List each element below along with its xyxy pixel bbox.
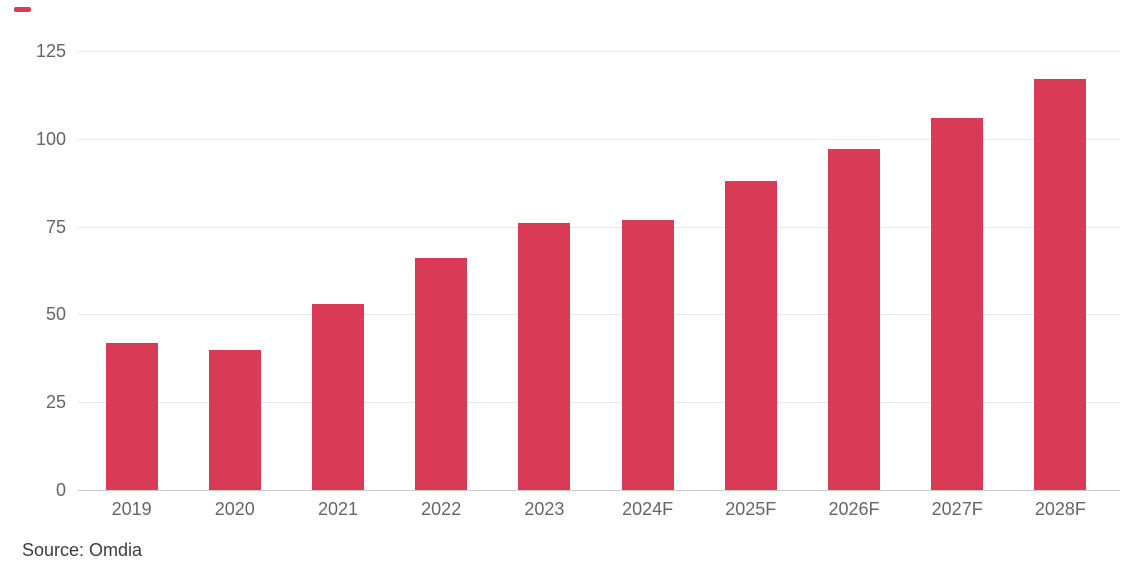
gridline	[78, 226, 1120, 228]
x-axis-tick-label: 2028F	[1034, 499, 1086, 519]
bar[interactable]	[828, 149, 880, 490]
bar[interactable]	[724, 180, 777, 490]
x-axis-tick-label: 2022	[421, 499, 462, 519]
y-axis-tick-label: 125	[35, 41, 66, 61]
y-axis-tick-label: 25	[45, 392, 66, 413]
x-axis-tick-label: 2026F	[828, 499, 880, 519]
bar[interactable]	[1034, 79, 1087, 490]
bar[interactable]	[621, 219, 674, 490]
bar[interactable]	[312, 303, 364, 490]
legend-marker	[14, 7, 31, 12]
x-axis-tick-label: 2027F	[931, 499, 983, 519]
gridline	[78, 314, 1120, 316]
bar[interactable]	[105, 342, 158, 490]
source-note: Source: Omdia	[22, 540, 143, 560]
x-axis-tick-label: 2019	[111, 499, 152, 519]
x-axis-line	[78, 490, 1120, 491]
bar[interactable]	[415, 258, 468, 490]
bar[interactable]	[208, 349, 261, 490]
x-axis-tick-label: 2021	[317, 499, 359, 519]
y-axis-tick-label: 0	[55, 480, 66, 500]
x-axis-tick-label: 2024F	[622, 499, 674, 519]
y-axis-tick-label: 75	[45, 216, 66, 237]
gridline	[78, 138, 1120, 140]
gridline	[78, 402, 1120, 404]
bar[interactable]	[931, 117, 984, 490]
x-axis-tick-label: 2023	[524, 499, 565, 519]
bar[interactable]	[518, 223, 571, 490]
y-axis-tick-label: 100	[35, 128, 66, 149]
x-axis-tick-label: 2025F	[725, 499, 777, 519]
x-axis-tick-label: 2020	[214, 499, 255, 519]
gridline	[78, 51, 1120, 52]
y-axis-tick-label: 50	[45, 304, 66, 325]
